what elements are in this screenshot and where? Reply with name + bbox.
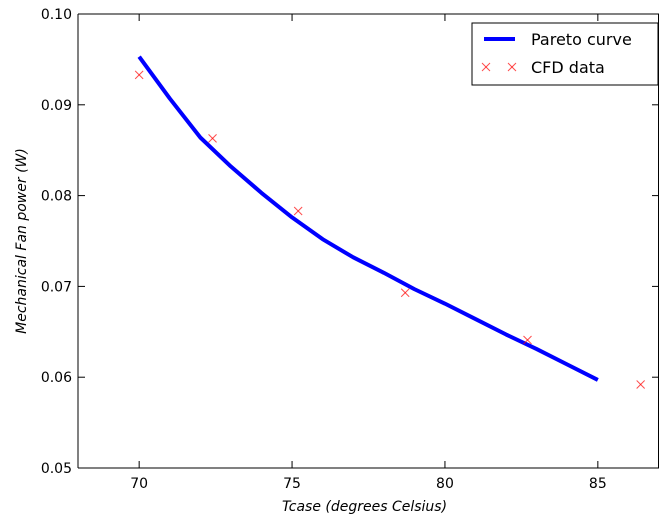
legend: Pareto curve CFD data xyxy=(471,22,659,86)
y-tick-label: 0.10 xyxy=(41,7,72,23)
cfd-data-point xyxy=(636,380,646,389)
y-tick-label: 0.09 xyxy=(41,98,72,114)
legend-box xyxy=(471,22,659,86)
x-tick-label: 70 xyxy=(130,476,148,492)
legend-marker-swatch xyxy=(481,62,491,72)
y-tick-label: 0.06 xyxy=(41,370,72,386)
y-tick-label: 0.05 xyxy=(41,461,72,477)
pareto-curve-line xyxy=(137,55,599,382)
x-tick-label: 80 xyxy=(436,476,454,492)
cfd-data-point xyxy=(293,206,303,216)
cfd-data-point xyxy=(134,70,144,80)
y-axis-label: Mechanical Fan power (W) xyxy=(14,148,30,334)
y-tick-label: 0.07 xyxy=(41,279,72,295)
x-tick-label: 85 xyxy=(589,476,607,492)
x-tick-label: 75 xyxy=(283,476,301,492)
legend-label-pareto: Pareto curve xyxy=(531,30,632,49)
legend-label-cfd: CFD data xyxy=(531,58,605,77)
cfd-data-point xyxy=(208,134,217,143)
plot-area xyxy=(134,55,646,389)
cfd-data-point xyxy=(523,335,532,345)
legend-marker-swatch xyxy=(507,62,517,72)
cfd-data-point xyxy=(400,288,410,298)
y-tick-label: 0.08 xyxy=(41,189,72,205)
x-axis-label: Tcase (degrees Celsius) xyxy=(282,499,447,515)
ticks: 70 75 80 85 0.05 0.06 0.07 0.08 0.09 0.10 xyxy=(41,7,659,492)
